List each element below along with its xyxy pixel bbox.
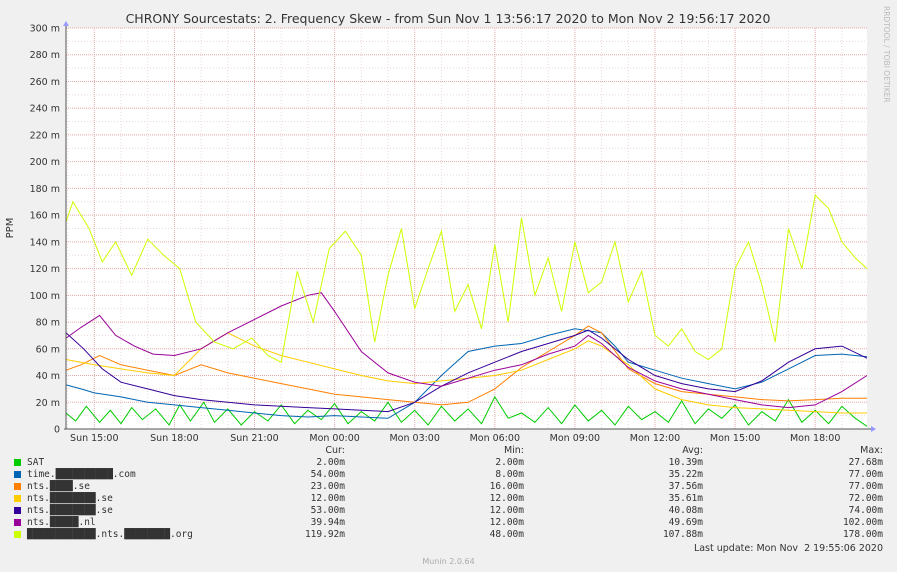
x-tick-label: Mon 15:00 (710, 433, 760, 444)
y-tick-label: 240 m (30, 104, 60, 115)
legend-cur-value: 23.00m (310, 481, 345, 492)
legend-cur-value: 54.00m (310, 469, 345, 480)
legend-row: nts.████████.se 12.00m 12.00m 35.61m 72.00m (0, 493, 897, 505)
y-axis-arrow-icon (63, 21, 69, 26)
y-tick-label: 60 m (36, 344, 60, 355)
legend-max-value: 77.00m (848, 469, 883, 480)
legend-cur-value: 53.00m (310, 505, 345, 516)
legend-col-avg: Avg: (682, 445, 703, 456)
x-tick-label: Mon 09:00 (550, 433, 600, 444)
legend-series-name: SAT (27, 457, 45, 468)
frequency-skew-chart: CHRONY Sourcestats: 2. Frequency Skew - … (5, 6, 891, 445)
legend-min-value: 48.00m (489, 529, 524, 540)
legend-avg-value: 40.08m (668, 505, 703, 516)
legend-swatch (14, 483, 21, 490)
series-lines (65, 194, 868, 427)
y-tick-label: 160 m (30, 211, 60, 222)
legend-series-name: nts.█████.nl (27, 517, 96, 528)
legend-max-value: 27.68m (848, 457, 883, 468)
legend-col-cur: Cur: (325, 445, 345, 456)
legend-swatch (14, 519, 21, 526)
y-axis-label: PPM (5, 218, 16, 239)
legend-avg-value: 35.22m (668, 469, 703, 480)
y-tick-label: 0 (54, 425, 60, 436)
legend-max-value: 102.00m (842, 517, 883, 528)
y-tick-label: 280 m (30, 50, 60, 61)
legend-max-value: 72.00m (848, 493, 883, 504)
legend-max-value: 178.00m (842, 529, 883, 540)
legend-max-value: 74.00m (848, 505, 883, 516)
legend-header: Cur: Min: Avg: Max: (0, 445, 897, 457)
y-tick-label: 300 m (30, 24, 60, 35)
x-tick-label: Sun 21:00 (230, 433, 278, 444)
series-line-0 (65, 395, 868, 427)
y-tick-label: 120 m (30, 264, 60, 275)
legend-col-max: Max: (860, 445, 883, 456)
legend-series-name: nts.████████.se (27, 505, 113, 516)
x-tick-label: Mon 18:00 (790, 433, 840, 444)
legend-series-name: nts.████.se (27, 481, 90, 492)
last-update: Last update: Mon Nov 2 19:55:06 2020 (693, 543, 883, 554)
legend-cur-value: 39.94m (310, 517, 345, 528)
series-line-6 (65, 194, 868, 363)
plot-area (66, 28, 867, 429)
legend-swatch (14, 531, 21, 538)
legend-avg-value: 49.69m (668, 517, 703, 528)
rrdtool-watermark: RRDTOOL / TOBI OETIKER (882, 6, 891, 103)
legend-max-value: 77.00m (848, 481, 883, 492)
legend-row: nts.████████.se 53.00m 12.00m 40.08m 74.00m (0, 505, 897, 517)
legend-row: nts.████.se 23.00m 16.00m 37.56m 77.00m (0, 481, 897, 493)
legend-avg-value: 107.88m (662, 529, 703, 540)
legend-row: nts.█████.nl 39.94m 12.00m 49.69m 102.00m (0, 517, 897, 529)
legend-swatch (14, 459, 21, 466)
legend-swatch (14, 471, 21, 478)
legend-min-value: 12.00m (489, 505, 524, 516)
series-line-2 (65, 325, 867, 406)
x-tick-label: Mon 00:00 (309, 433, 359, 444)
y-tick-label: 200 m (30, 157, 60, 168)
y-tick-label: 220 m (30, 130, 60, 141)
y-tick-label: 20 m (36, 398, 60, 409)
legend-swatch (14, 507, 21, 514)
legend-series-name: nts.████████.se (27, 493, 113, 504)
legend-col-min: Min: (503, 445, 524, 456)
legend-avg-value: 37.56m (668, 481, 703, 492)
x-tick-label: Sun 18:00 (150, 433, 198, 444)
legend-min-value: 8.00m (495, 469, 524, 480)
series-line-4 (65, 329, 868, 413)
series-line-1 (65, 328, 868, 419)
legend-avg-value: 10.39m (668, 457, 703, 468)
legend-min-value: 16.00m (489, 481, 524, 492)
x-tick-label: Mon 12:00 (630, 433, 680, 444)
legend-avg-value: 35.61m (668, 493, 703, 504)
y-tick-label: 40 m (36, 371, 60, 382)
y-tick-label: 140 m (30, 237, 60, 248)
legend-series-name: ████████████.nts.████████.org (27, 529, 193, 540)
legend-swatch (14, 495, 21, 502)
axis-ticks: 0 20 m 40 m 60 m 80 m 100 m 120 m 140 m 160 m 180… (30, 24, 841, 445)
chart-title: CHRONY Sourcestats: 2. Frequency Skew - … (126, 11, 771, 26)
legend-row: SAT 2.00m 2.00m 10.39m 27.68m (0, 457, 897, 469)
legend-min-value: 12.00m (489, 517, 524, 528)
series-line-5 (65, 292, 868, 409)
x-tick-label: Mon 03:00 (389, 433, 439, 444)
axes (63, 21, 876, 432)
legend-series-name: time.██████████.com (27, 469, 136, 480)
legend-min-value: 2.00m (495, 457, 524, 468)
y-tick-label: 180 m (30, 184, 60, 195)
legend-min-value: 12.00m (489, 493, 524, 504)
legend-cur-value: 12.00m (310, 493, 345, 504)
grid (66, 27, 867, 429)
y-tick-label: 100 m (30, 291, 60, 302)
x-tick-label: Sun 15:00 (70, 433, 118, 444)
x-axis-arrow-icon (871, 426, 876, 432)
y-tick-label: 80 m (36, 318, 60, 329)
legend-cur-value: 2.00m (316, 457, 345, 468)
legend-row: time.██████████.com 54.00m 8.00m 35.22m 77.0… (0, 469, 897, 481)
y-tick-label: 260 m (30, 77, 60, 88)
x-tick-label: Mon 06:00 (470, 433, 520, 444)
legend-cur-value: 119.92m (304, 529, 345, 540)
legend-row: ████████████.nts.████████.org 119.92m 48.0… (0, 529, 897, 541)
footer-version: Munin 2.0.64 (422, 557, 475, 566)
